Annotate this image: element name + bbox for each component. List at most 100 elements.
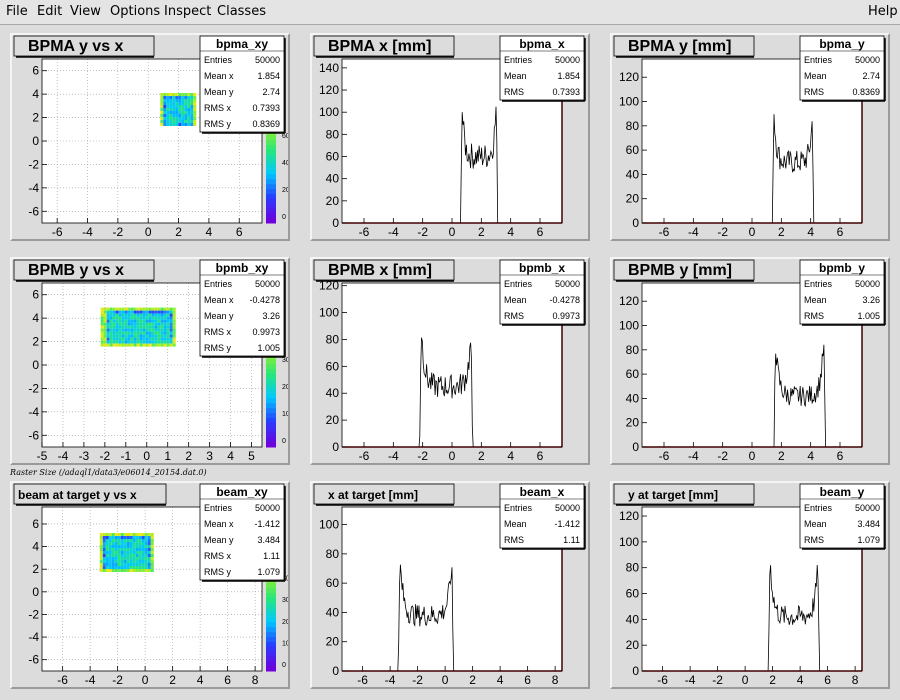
heatmap-cell	[157, 340, 161, 344]
heatmap-cell	[166, 319, 170, 323]
palette-tick-label: 10	[282, 411, 288, 418]
palette-cell	[266, 388, 276, 394]
heatmap-cell	[133, 337, 137, 341]
y-tick-label: 100	[319, 306, 339, 320]
pad-bpma-x[interactable]: -6 -4 -2 0 2 4 6 0 20 40 60 80 100 120 140 BPMA x [mm] b…	[310, 33, 590, 241]
heatmap-cell	[133, 322, 137, 326]
stats-key: Mean	[804, 519, 827, 529]
heatmap-cell	[154, 340, 158, 344]
heatmap-cell	[175, 123, 179, 126]
heatmap-cell	[172, 307, 176, 311]
heatmap-cell	[130, 337, 134, 341]
pad-beam-x[interactable]: -6 -4 -2 0 2 4 6 8 0 20 40 60 80 100 x at target [mm] b…	[310, 481, 590, 689]
x-tick-label: 4	[197, 673, 204, 687]
palette-tick-label: 30	[282, 357, 288, 364]
heatmap-cell	[139, 328, 143, 332]
heatmap-cell	[163, 340, 167, 344]
heatmap-cell	[139, 325, 143, 329]
menu-view[interactable]: View	[70, 4, 101, 19]
pad-bpmb-x[interactable]: -6 -4 -2 0 2 4 6 0 20 40 60 80 100 120 BPMB x [mm] bpmb…	[310, 257, 590, 465]
heatmap-cell	[103, 331, 107, 335]
stats-box	[799, 259, 885, 325]
heatmap-cell	[172, 322, 176, 326]
plot-border	[341, 58, 563, 224]
stats-key: RMS y	[204, 119, 232, 129]
pad-bpma-y[interactable]: -6 -4 -2 0 2 4 6 0 20 40 60 80 100 120 BPMA y [mm] bpma…	[610, 33, 890, 241]
heatmap-cell	[172, 343, 176, 347]
heatmap-cell	[169, 343, 173, 347]
heatmap-cell	[172, 99, 176, 102]
menu-file[interactable]: File	[6, 4, 28, 19]
heatmap-cell	[169, 108, 173, 111]
y-tick-label: 80	[626, 119, 640, 133]
heatmap-cell	[111, 566, 115, 569]
x-tick-label: 0	[742, 673, 749, 687]
heatmap-cell	[169, 340, 173, 344]
title-box	[13, 35, 155, 57]
x-tick-label: 4	[497, 673, 504, 687]
heatmap-cell	[190, 105, 194, 108]
x-tick-label: -4	[85, 673, 96, 687]
heatmap-cell	[114, 545, 118, 548]
y-tick-label: 80	[626, 561, 640, 575]
stats-value: 3.484	[857, 519, 880, 529]
heatmap-cell	[115, 307, 119, 311]
stats-key: Entries	[804, 503, 833, 513]
stats-box	[499, 35, 585, 101]
heatmap-cell	[105, 539, 109, 542]
heatmap-cell	[160, 307, 164, 311]
heatmap-cell	[108, 557, 112, 560]
heatmap-cell	[181, 120, 185, 123]
heatmap-cell	[115, 325, 119, 329]
heatmap-cell	[133, 319, 137, 323]
menu-help[interactable]: Help	[868, 4, 898, 19]
heatmap-cell	[144, 560, 148, 563]
chart-title: BPMA y vs x	[28, 38, 124, 55]
pad-bpmb-y[interactable]: -6 -4 -2 0 2 4 6 0 20 40 60 80 100 120 BPMB y [mm] bpmb…	[610, 257, 890, 465]
heatmap-cell	[99, 563, 103, 566]
menu-inspect[interactable]: Inspect	[164, 4, 212, 19]
heatmap-cell	[175, 120, 179, 123]
stats-value: 0.8369	[852, 87, 880, 97]
heatmap-cell	[132, 557, 136, 560]
palette-cell	[266, 442, 276, 448]
heatmap-cell	[114, 569, 118, 572]
heatmap-cell	[187, 93, 191, 96]
pad-bpma-xy[interactable]: 0 20 40 60 -6 -4 -2 0 2 4 6 -6 -4 -2 0 2 4 6 BPMA y vs x bp…	[10, 33, 290, 241]
title-box	[613, 259, 755, 281]
menu-edit[interactable]: Edit	[37, 4, 63, 19]
heatmap-cell	[157, 337, 161, 341]
heatmap-cell	[133, 307, 137, 311]
y-tick-label: 140	[319, 61, 339, 75]
x-tick-label: -2	[417, 449, 428, 463]
menu-bar: File Edit View Options Inspect Classes H…	[0, 0, 900, 25]
stats-value: 3.26	[862, 295, 880, 305]
heatmap-cell	[132, 539, 136, 542]
heatmap-cell	[111, 542, 115, 545]
pad-beam-y[interactable]: -6 -4 -2 0 2 4 6 8 0 20 40 60 80 100 120 y at target [m…	[610, 481, 890, 689]
heatmap-cell	[115, 328, 119, 332]
heatmap-cell	[117, 563, 121, 566]
stats-value: 0.7393	[552, 87, 580, 97]
heatmap-cell	[169, 334, 173, 338]
heatmap-cell	[139, 340, 143, 344]
heatmap-cell	[172, 328, 176, 332]
heatmap-cell	[111, 557, 115, 560]
heatmap-cell	[127, 340, 131, 344]
heatmap-cell	[115, 337, 119, 341]
heatmap-cell	[114, 560, 118, 563]
menu-options[interactable]: Options	[110, 4, 161, 19]
pad-bpmb-xy[interactable]: 0 10 20 30 -5 -4 -3 -2 -1 0 1 2 3 4 5 -6 -4 -2 0 2 4 6 BPMB y …	[10, 257, 290, 465]
heatmap-cell	[114, 533, 118, 536]
heatmap-cell	[106, 316, 110, 320]
heatmap-cell	[163, 99, 167, 102]
heatmap-cell	[160, 325, 164, 329]
heatmap-cell	[111, 545, 115, 548]
menu-classes[interactable]: Classes	[217, 4, 266, 19]
heatmap-cell	[112, 310, 116, 314]
heatmap-cell	[111, 554, 115, 557]
heatmap-cell	[121, 325, 125, 329]
heatmap-cell	[163, 313, 167, 317]
heatmap-cell	[154, 322, 158, 326]
